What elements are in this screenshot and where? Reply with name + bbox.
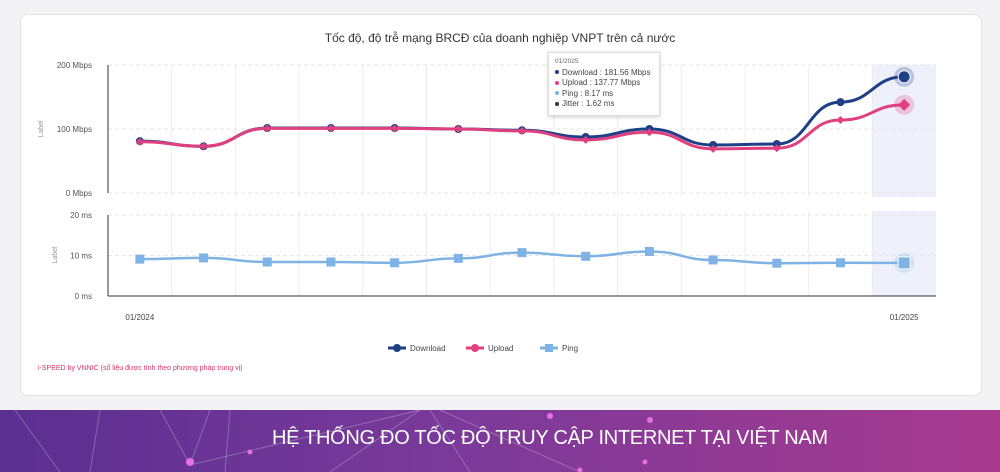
upload-point — [581, 135, 590, 144]
ping-dot-icon — [555, 91, 559, 96]
speed-axis-label: Label — [38, 120, 45, 138]
banner: HỆ THỐNG ĐO TỐC ĐỘ TRUY CẬP INTERNET TẠI… — [0, 410, 1000, 472]
speed-tick-label: 0 Mbps — [66, 189, 92, 198]
network-decoration — [14, 410, 653, 472]
legend-download-marker — [393, 344, 401, 352]
upload-point — [326, 124, 335, 133]
download-point — [897, 70, 911, 84]
speed-tick-label: 100 Mbps — [57, 125, 92, 134]
ping-point — [835, 258, 845, 268]
upload-point — [772, 144, 781, 153]
chart-tooltip: 01/2025 Download : 181.56 Mbps Upload : … — [548, 52, 660, 116]
ping-point — [199, 253, 209, 263]
upload-dot-icon — [555, 80, 559, 85]
tooltip-date: 01/2025 — [555, 58, 579, 65]
tooltip-line-ping: Ping : 8.17 ms — [555, 89, 653, 100]
upload-point — [454, 125, 463, 133]
upload-point — [199, 142, 208, 151]
ping-point — [772, 258, 782, 268]
jitter-dot-icon — [555, 101, 559, 106]
ping-point — [135, 254, 145, 264]
upload-point — [645, 128, 654, 137]
download-point — [772, 140, 781, 149]
latency-tick-label: 20 ms — [70, 211, 92, 220]
latency-tick-label: 10 ms — [70, 252, 92, 261]
x-tick-label: 01/2025 — [890, 313, 919, 322]
ping-point — [644, 246, 654, 256]
legend-ping-marker — [545, 344, 553, 352]
chart-title: Tốc độ, độ trễ mạng BRCĐ của doanh nghiệ… — [325, 30, 676, 45]
upload-point — [836, 116, 845, 125]
tooltip-line-upload: Upload : 137.77 Mbps — [555, 78, 653, 89]
axis-gap — [107, 197, 937, 211]
speed-latency-chart: Tốc độ, độ trễ mạng BRCĐ của doanh nghiệ… — [38, 30, 937, 353]
banner-title: HỆ THỐNG ĐO TỐC ĐỘ TRUY CẬP INTERNET TẠI… — [272, 427, 828, 449]
legend-ping-label: Ping — [562, 344, 578, 353]
tooltip-line-download: Download : 181.56 Mbps — [555, 68, 653, 79]
footnote: i-SPEED by VNNIC (số liệu được tính theo… — [38, 365, 243, 372]
ping-point — [517, 248, 527, 258]
legend-upload-marker — [471, 344, 479, 352]
download-line — [139, 75, 905, 148]
ping-point — [897, 256, 911, 270]
ping-point — [326, 257, 336, 267]
ping-point — [390, 258, 400, 268]
ping-point — [581, 251, 591, 261]
ping-point — [708, 255, 718, 265]
ping-point — [262, 257, 272, 267]
upload-point — [263, 124, 272, 133]
download-point — [836, 98, 845, 107]
latency-tick-label: 0 ms — [75, 292, 92, 301]
download-dot-icon — [555, 70, 559, 75]
x-tick-label: 01/2024 — [125, 313, 154, 322]
upload-point — [135, 137, 144, 146]
upload-point — [518, 126, 526, 135]
speed-tick-label: 200 Mbps — [57, 61, 92, 70]
legend-upload-label: Upload — [488, 344, 513, 353]
ping-point — [453, 253, 463, 263]
upload-point — [709, 144, 718, 153]
legend-download-label: Download — [410, 344, 446, 353]
upload-point — [898, 98, 911, 111]
upload-point — [390, 124, 399, 133]
tooltip-line-jitter: Jitter : 1.62 ms — [555, 99, 653, 110]
latency-axis-label: Label — [52, 246, 59, 264]
